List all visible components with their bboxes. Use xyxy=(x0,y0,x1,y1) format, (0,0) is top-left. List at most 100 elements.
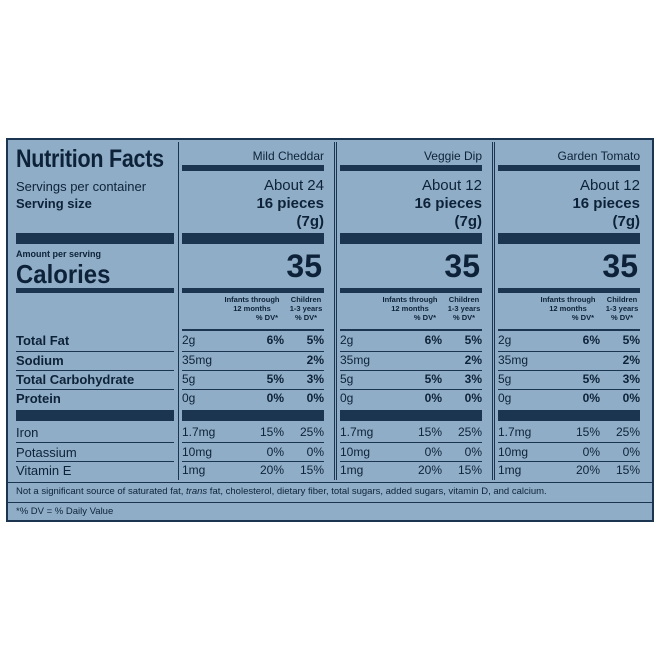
servings-per-container-label: Servings per container xyxy=(16,179,147,194)
infants-dv-header-line: % DV* xyxy=(413,313,436,322)
amount-value: 10mg xyxy=(340,445,371,459)
infants-dv-header-line: 12 months xyxy=(549,304,587,313)
infants-dv-value: 6% xyxy=(424,333,442,347)
calories-label: Calories xyxy=(16,259,111,289)
column-separator xyxy=(494,142,495,480)
amount-value: 0g xyxy=(498,391,512,405)
children-dv-value: 0% xyxy=(306,391,324,405)
nutrient-label-potassium: Potassium xyxy=(16,445,77,460)
serving-size-value: 16 pieces xyxy=(572,195,640,212)
serving-size-value: 16 pieces xyxy=(256,195,324,212)
servings-value: About 12 xyxy=(421,177,482,194)
row-divider xyxy=(498,351,640,352)
amount-value: 1mg xyxy=(498,463,522,477)
amount-value: 1.7mg xyxy=(340,425,374,439)
thick-divider xyxy=(340,410,482,421)
serving-size-label: Serving size xyxy=(16,196,92,211)
children-dv-value: 3% xyxy=(306,372,324,386)
nutrient-label-iron: Iron xyxy=(16,425,39,440)
infants-dv-value: 0% xyxy=(424,391,442,405)
row-divider xyxy=(16,351,174,352)
amount-value: 0g xyxy=(340,391,354,405)
infants-dv-header-line: 12 months xyxy=(391,304,429,313)
children-dv-header-line: 1-3 years xyxy=(605,304,639,313)
children-dv-value: 0% xyxy=(464,445,482,459)
serving-size-value: 16 pieces xyxy=(414,195,482,212)
amount-value: 10mg xyxy=(182,445,213,459)
amount-per-serving-label: Amount per serving xyxy=(16,249,102,259)
row-divider xyxy=(16,389,174,390)
children-dv-value: 0% xyxy=(464,391,482,405)
infants-dv-header-line: Infants through xyxy=(382,295,438,304)
infants-dv-value: 6% xyxy=(582,333,600,347)
column-separator xyxy=(334,142,335,480)
children-dv-value: 25% xyxy=(457,425,482,439)
row-divider xyxy=(182,370,324,371)
header-underline xyxy=(498,329,640,331)
footer-divider xyxy=(8,502,652,503)
row-divider xyxy=(182,389,324,390)
serving-weight-value: (7g) xyxy=(296,213,325,230)
amount-value: 1.7mg xyxy=(498,425,532,439)
infants-dv-header-line: Infants through xyxy=(224,295,280,304)
nutrition-facts-title: Nutrition Facts xyxy=(16,145,164,173)
infants-dv-value: 5% xyxy=(266,372,284,386)
thick-divider xyxy=(16,410,174,421)
column-separator xyxy=(492,142,493,480)
children-dv-header-line: Children xyxy=(448,295,480,304)
servings-value: About 24 xyxy=(263,177,324,194)
children-dv-header-line: Children xyxy=(606,295,638,304)
thick-divider xyxy=(498,233,640,244)
thick-divider xyxy=(340,233,482,244)
children-dv-value: 2% xyxy=(622,353,640,367)
amount-value: 2g xyxy=(182,333,196,347)
infants-dv-header: Infants through 12 months% DV* xyxy=(220,295,284,322)
thick-divider xyxy=(182,410,324,421)
row-divider xyxy=(498,389,640,390)
row-divider xyxy=(16,461,174,462)
amount-value: 2g xyxy=(340,333,354,347)
row-divider xyxy=(16,442,174,443)
row-divider xyxy=(498,370,640,371)
calories-value: 35 xyxy=(602,248,638,284)
footnote: Not a significant source of saturated fa… xyxy=(16,486,547,497)
thick-divider xyxy=(182,233,324,244)
row-divider xyxy=(340,442,482,443)
children-dv-value: 5% xyxy=(464,333,482,347)
infants-dv-header-line: Infants through xyxy=(540,295,596,304)
amount-value: 0g xyxy=(182,391,196,405)
row-divider xyxy=(498,442,640,443)
footer-divider xyxy=(8,482,652,483)
children-dv-value: 2% xyxy=(306,353,324,367)
servings-value: About 12 xyxy=(579,177,640,194)
infants-dv-value: 20% xyxy=(417,463,442,477)
serving-weight-value: (7g) xyxy=(454,213,483,230)
children-dv-header: Children 1-3 years% DV* xyxy=(286,295,326,322)
column-header-bar xyxy=(340,165,482,171)
row-divider xyxy=(16,370,174,371)
amount-value: 35mg xyxy=(340,353,371,367)
amount-value: 10mg xyxy=(498,445,529,459)
children-dv-value: 15% xyxy=(299,463,324,477)
amount-value: 1mg xyxy=(182,463,206,477)
nutrient-label-total-fat: Total Fat xyxy=(16,333,70,348)
calories-value: 35 xyxy=(444,248,480,284)
infants-dv-value: 0% xyxy=(266,391,284,405)
infants-dv-value: 0% xyxy=(266,445,284,459)
amount-value: 35mg xyxy=(498,353,529,367)
infants-dv-value: 15% xyxy=(575,425,600,439)
infants-dv-value: 15% xyxy=(417,425,442,439)
children-dv-value: 2% xyxy=(464,353,482,367)
infants-dv-value: 20% xyxy=(259,463,284,477)
amount-value: 5g xyxy=(340,372,354,386)
amount-value: 5g xyxy=(498,372,512,386)
infants-dv-value: 20% xyxy=(575,463,600,477)
children-dv-header-line: Children xyxy=(290,295,322,304)
children-dv-header: Children 1-3 years% DV* xyxy=(444,295,484,322)
column-name-veggie-dip: Veggie Dip xyxy=(423,149,482,163)
row-divider xyxy=(340,389,482,390)
infants-dv-value: 0% xyxy=(582,391,600,405)
infants-dv-value: 6% xyxy=(266,333,284,347)
row-divider xyxy=(340,370,482,371)
children-dv-header-line: 1-3 years xyxy=(289,304,323,313)
